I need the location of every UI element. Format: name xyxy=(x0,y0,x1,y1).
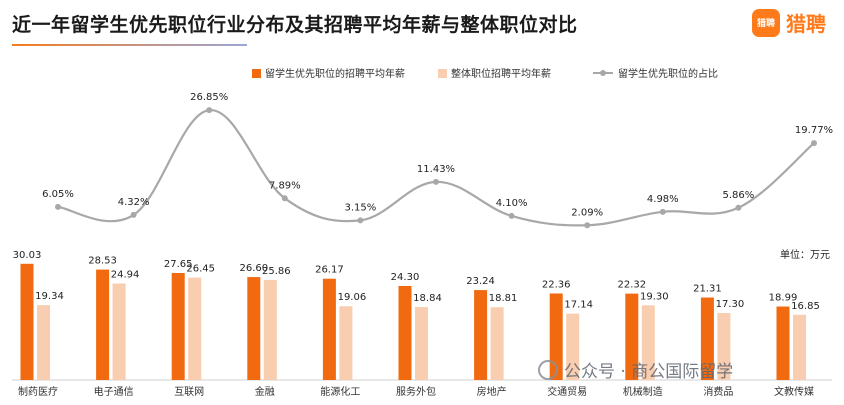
bar-series1 xyxy=(625,293,639,380)
line-value-label: 11.43% xyxy=(417,164,455,175)
bar-value-label: 23.24 xyxy=(466,276,495,287)
legend-swatch-series1 xyxy=(252,69,261,78)
line-point xyxy=(130,211,137,218)
line-point xyxy=(584,222,591,229)
bar-series2 xyxy=(188,277,202,380)
x-tick-label: 文教传媒 xyxy=(774,385,814,398)
bar-value-label: 19.34 xyxy=(35,291,64,302)
x-tick-label: 交通贸易 xyxy=(547,385,587,398)
bar-value-label: 18.99 xyxy=(769,293,798,304)
x-tick-label: 消费品 xyxy=(703,385,733,398)
line-point xyxy=(281,195,288,202)
bar-value-label: 17.14 xyxy=(564,300,593,311)
x-tick-label: 房地产 xyxy=(477,385,507,398)
chart-title: 近一年留学生优先职位行业分布及其招聘平均年薪与整体职位对比 xyxy=(12,14,578,36)
line-value-label: 4.10% xyxy=(496,198,528,209)
line-value-label: 3.15% xyxy=(345,202,377,213)
bar-value-label: 26.17 xyxy=(315,265,344,276)
x-tick-label: 互联网 xyxy=(174,386,204,398)
bar-value-label: 21.31 xyxy=(693,284,722,295)
bar-series2 xyxy=(339,306,353,380)
bar-series1 xyxy=(474,290,488,380)
bar-series1 xyxy=(171,272,185,380)
line-value-label: 5.86% xyxy=(723,190,755,201)
line-point xyxy=(206,107,213,114)
bar-series2 xyxy=(37,305,50,380)
bar-series1 xyxy=(549,293,563,380)
x-tick-label: 服务外包 xyxy=(396,385,436,398)
line-point xyxy=(433,178,439,185)
bar-value-label: 22.32 xyxy=(617,280,646,291)
line-value-label: 4.32% xyxy=(118,197,150,208)
bar-value-label: 17.30 xyxy=(716,299,745,310)
watermark: 公众号 · 商公国际留学 xyxy=(538,357,733,382)
bar-series1 xyxy=(398,285,412,380)
watermark-text: 公众号 · 商公国际留学 xyxy=(564,362,734,382)
bar-value-label: 27.65 xyxy=(164,259,193,270)
bar-series2 xyxy=(641,305,655,380)
bar-value-label: 25.86 xyxy=(262,266,291,277)
bar-series1 xyxy=(776,306,790,380)
bar-value-label: 24.30 xyxy=(391,272,420,283)
bar-value-label: 28.53 xyxy=(88,256,117,267)
logo-badge-icon: 猎聘 xyxy=(752,8,780,37)
legend-swatch-series2 xyxy=(438,69,447,78)
legend-label-series1: 留学生优先职位的招聘平均年薪 xyxy=(265,67,405,80)
bar-value-label: 16.85 xyxy=(791,301,820,312)
bar-value-label: 22.36 xyxy=(542,279,571,290)
bar-series2 xyxy=(263,279,277,380)
bar-value-label: 24.94 xyxy=(111,269,140,280)
bar-series2 xyxy=(490,307,504,380)
bar-series1 xyxy=(322,278,336,380)
wechat-icon xyxy=(538,359,558,380)
title-underline xyxy=(12,44,247,46)
bar-value-label: 19.30 xyxy=(640,291,669,302)
bar-series2 xyxy=(415,307,428,380)
bar-value-label: 26.60 xyxy=(239,263,268,274)
x-tick-label: 金融 xyxy=(255,385,275,398)
line-value-label: 7.89% xyxy=(269,180,301,191)
legend-label-series2: 整体职位招聘平均年薪 xyxy=(451,67,551,80)
bar-value-label: 26.45 xyxy=(186,264,215,275)
line-series xyxy=(57,109,815,227)
bar-series1 xyxy=(700,297,714,380)
legend-label-line: 留学生优先职位的占比 xyxy=(618,67,718,80)
bar-value-label: 18.84 xyxy=(413,293,442,304)
line-point xyxy=(659,208,666,215)
x-tick-label: 能源化工 xyxy=(320,385,360,398)
x-tick-label: 机械制造 xyxy=(623,385,663,398)
bar-series2 xyxy=(793,314,806,380)
line-value-label: 26.85% xyxy=(190,92,228,103)
bar-series2 xyxy=(717,313,731,380)
line-point xyxy=(357,217,364,224)
line-value-label: 19.77% xyxy=(795,125,833,136)
line-point xyxy=(735,204,742,211)
line-value-label: 6.05% xyxy=(42,189,74,200)
line-point xyxy=(508,212,515,219)
x-tick-label: 电子通信 xyxy=(94,385,134,398)
bar-series2 xyxy=(566,313,580,380)
line-value-label: 4.98% xyxy=(647,194,679,205)
logo-text: 猎聘 xyxy=(786,12,826,36)
line-value-label: 2.09% xyxy=(571,207,603,218)
bar-series1 xyxy=(20,263,34,380)
bar-series2 xyxy=(112,283,126,380)
bar-series1 xyxy=(247,277,261,380)
bar-value-label: 19.06 xyxy=(338,292,367,303)
bar-value-label: 30.03 xyxy=(13,250,42,261)
bar-series1 xyxy=(96,269,110,380)
line-point xyxy=(811,140,817,147)
unit-label: 单位：万元 xyxy=(780,248,830,261)
legend-swatch-line-dot xyxy=(600,70,606,76)
bar-value-label: 18.81 xyxy=(489,293,518,304)
brand-logo: 猎聘 猎聘 xyxy=(752,8,826,37)
x-tick-label: 制药医疗 xyxy=(18,385,58,398)
line-point xyxy=(55,203,61,210)
